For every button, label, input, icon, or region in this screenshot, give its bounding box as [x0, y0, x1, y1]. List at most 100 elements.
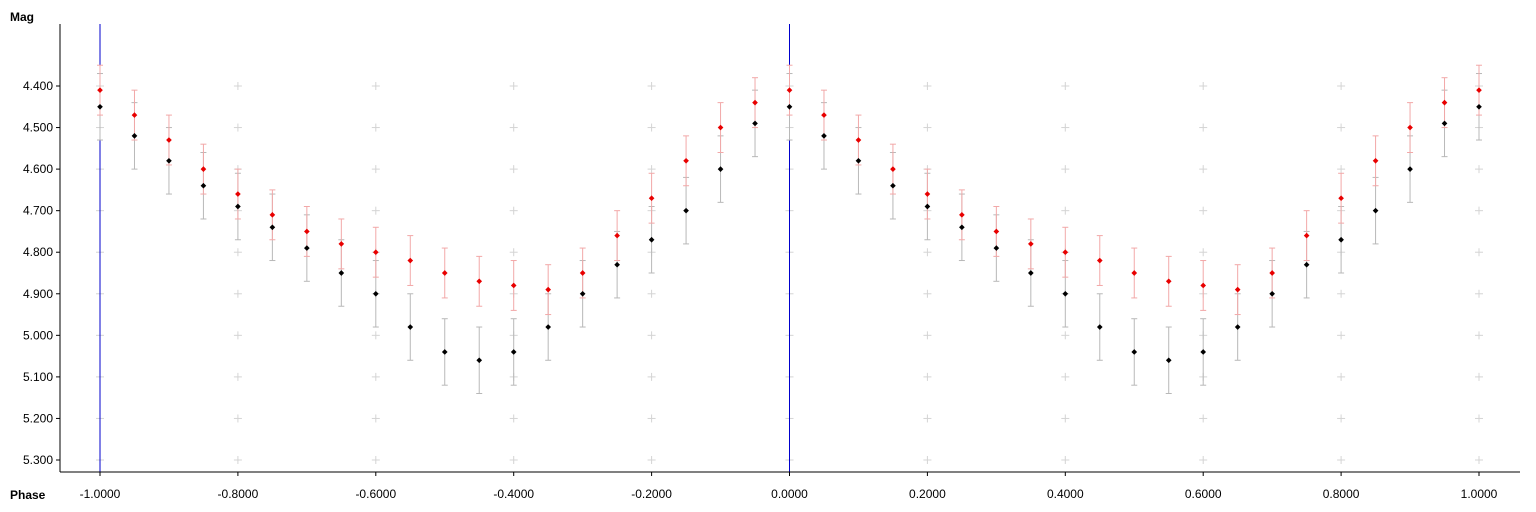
- data-point: [1303, 232, 1310, 239]
- x-tick-label: 0.0000: [771, 487, 808, 501]
- x-tick-label: 1.0000: [1461, 487, 1498, 501]
- data-point: [1200, 349, 1207, 355]
- x-tick-label: 0.4000: [1047, 487, 1084, 501]
- data-point: [1165, 278, 1172, 285]
- data-point: [338, 270, 345, 276]
- data-point: [993, 245, 1000, 251]
- data-point: [717, 166, 724, 172]
- data-point: [407, 324, 414, 330]
- data-point: [890, 182, 896, 189]
- data-point: [648, 236, 655, 243]
- data-point: [372, 249, 379, 256]
- data-point: [1062, 249, 1069, 256]
- data-point: [821, 112, 827, 118]
- data-point: [924, 203, 931, 210]
- data-point: [269, 211, 276, 218]
- data-point: [441, 270, 448, 276]
- data-point: [717, 124, 724, 131]
- data-point: [752, 99, 758, 106]
- data-point: [752, 120, 758, 127]
- y-tick-labels: 4.400 4.500 4.600 4.700 4.800 4.900 5.000 5.100…: [23, 79, 60, 467]
- y-tick-label: 4.700: [23, 204, 53, 218]
- data-point: [924, 191, 931, 197]
- data-point: [959, 224, 965, 231]
- x-tick-label: -1.0000: [80, 487, 121, 501]
- data-point: [648, 195, 655, 202]
- data-point: [407, 257, 414, 264]
- x-tick-labels: -1.0000 -0.8000 -0.6000 -0.4000 -0.2000 0.000…: [80, 472, 1498, 501]
- x-tick-label: -0.2000: [631, 487, 672, 501]
- y-tick-label: 5.000: [23, 328, 53, 342]
- data-point: [1131, 270, 1138, 276]
- data-point: [1407, 166, 1413, 172]
- data-point: [1441, 120, 1448, 127]
- data-point: [614, 261, 620, 268]
- data-point: [1269, 270, 1275, 276]
- data-point: [235, 191, 241, 197]
- x-tick-label: 0.2000: [909, 487, 946, 501]
- data-point: [304, 228, 310, 235]
- data-point: [993, 228, 1000, 235]
- data-point: [1476, 87, 1482, 93]
- data-point: [338, 241, 345, 247]
- data-point: [1372, 207, 1379, 214]
- data-point: [786, 87, 793, 93]
- data-point: [97, 103, 103, 110]
- data-point: [269, 224, 276, 231]
- data-point: [510, 349, 517, 355]
- data-point: [1441, 99, 1448, 106]
- data-point: [579, 270, 586, 276]
- data-point: [959, 211, 965, 218]
- x-tick-label: -0.4000: [493, 487, 534, 501]
- data-point: [1131, 349, 1138, 355]
- data-point: [166, 157, 172, 164]
- data-point: [1096, 257, 1103, 264]
- data-point: [683, 157, 689, 164]
- data-point: [1062, 290, 1069, 297]
- data-point: [304, 245, 310, 251]
- y-tick-label: 4.900: [23, 287, 53, 301]
- data-point: [683, 207, 689, 214]
- data-point: [1372, 157, 1379, 164]
- data-point: [476, 357, 483, 364]
- data-point: [235, 203, 241, 210]
- data-point: [1269, 290, 1275, 297]
- data-point: [545, 286, 552, 293]
- y-tick-label: 4.400: [23, 79, 53, 93]
- data-point: [579, 290, 586, 297]
- data-point: [821, 133, 827, 139]
- x-tick-label: 0.8000: [1323, 487, 1360, 501]
- data-point: [1027, 241, 1034, 247]
- data-point: [1165, 357, 1172, 364]
- data-point: [166, 137, 172, 143]
- data-point: [200, 166, 207, 172]
- data-point: [1096, 324, 1103, 330]
- x-axis-title: Phase: [10, 488, 46, 502]
- x-tick-label: 0.6000: [1185, 487, 1222, 501]
- y-tick-label: 4.800: [23, 245, 53, 259]
- data-point: [1303, 261, 1310, 268]
- data-point: [1234, 286, 1241, 293]
- y-tick-label: 4.500: [23, 121, 53, 135]
- data-point: [1338, 195, 1344, 202]
- data-point: [510, 282, 517, 289]
- data-point: [855, 137, 862, 143]
- y-tick-label: 4.600: [23, 162, 53, 176]
- x-tick-label: -0.8000: [218, 487, 259, 501]
- data-point: [131, 112, 138, 118]
- data-point: [1200, 282, 1207, 289]
- data-point: [855, 157, 862, 164]
- data-point: [1338, 236, 1344, 243]
- data-point: [1407, 124, 1413, 131]
- y-axis-title: Mag: [10, 10, 34, 24]
- data-point: [1476, 103, 1482, 110]
- data-point: [1234, 324, 1241, 330]
- data-point: [131, 133, 138, 139]
- data-point: [441, 349, 448, 355]
- data-point: [476, 278, 483, 285]
- y-tick-label: 5.100: [23, 370, 53, 384]
- data-point: [614, 232, 620, 239]
- data-point: [200, 182, 207, 189]
- y-tick-label: 5.200: [23, 411, 53, 425]
